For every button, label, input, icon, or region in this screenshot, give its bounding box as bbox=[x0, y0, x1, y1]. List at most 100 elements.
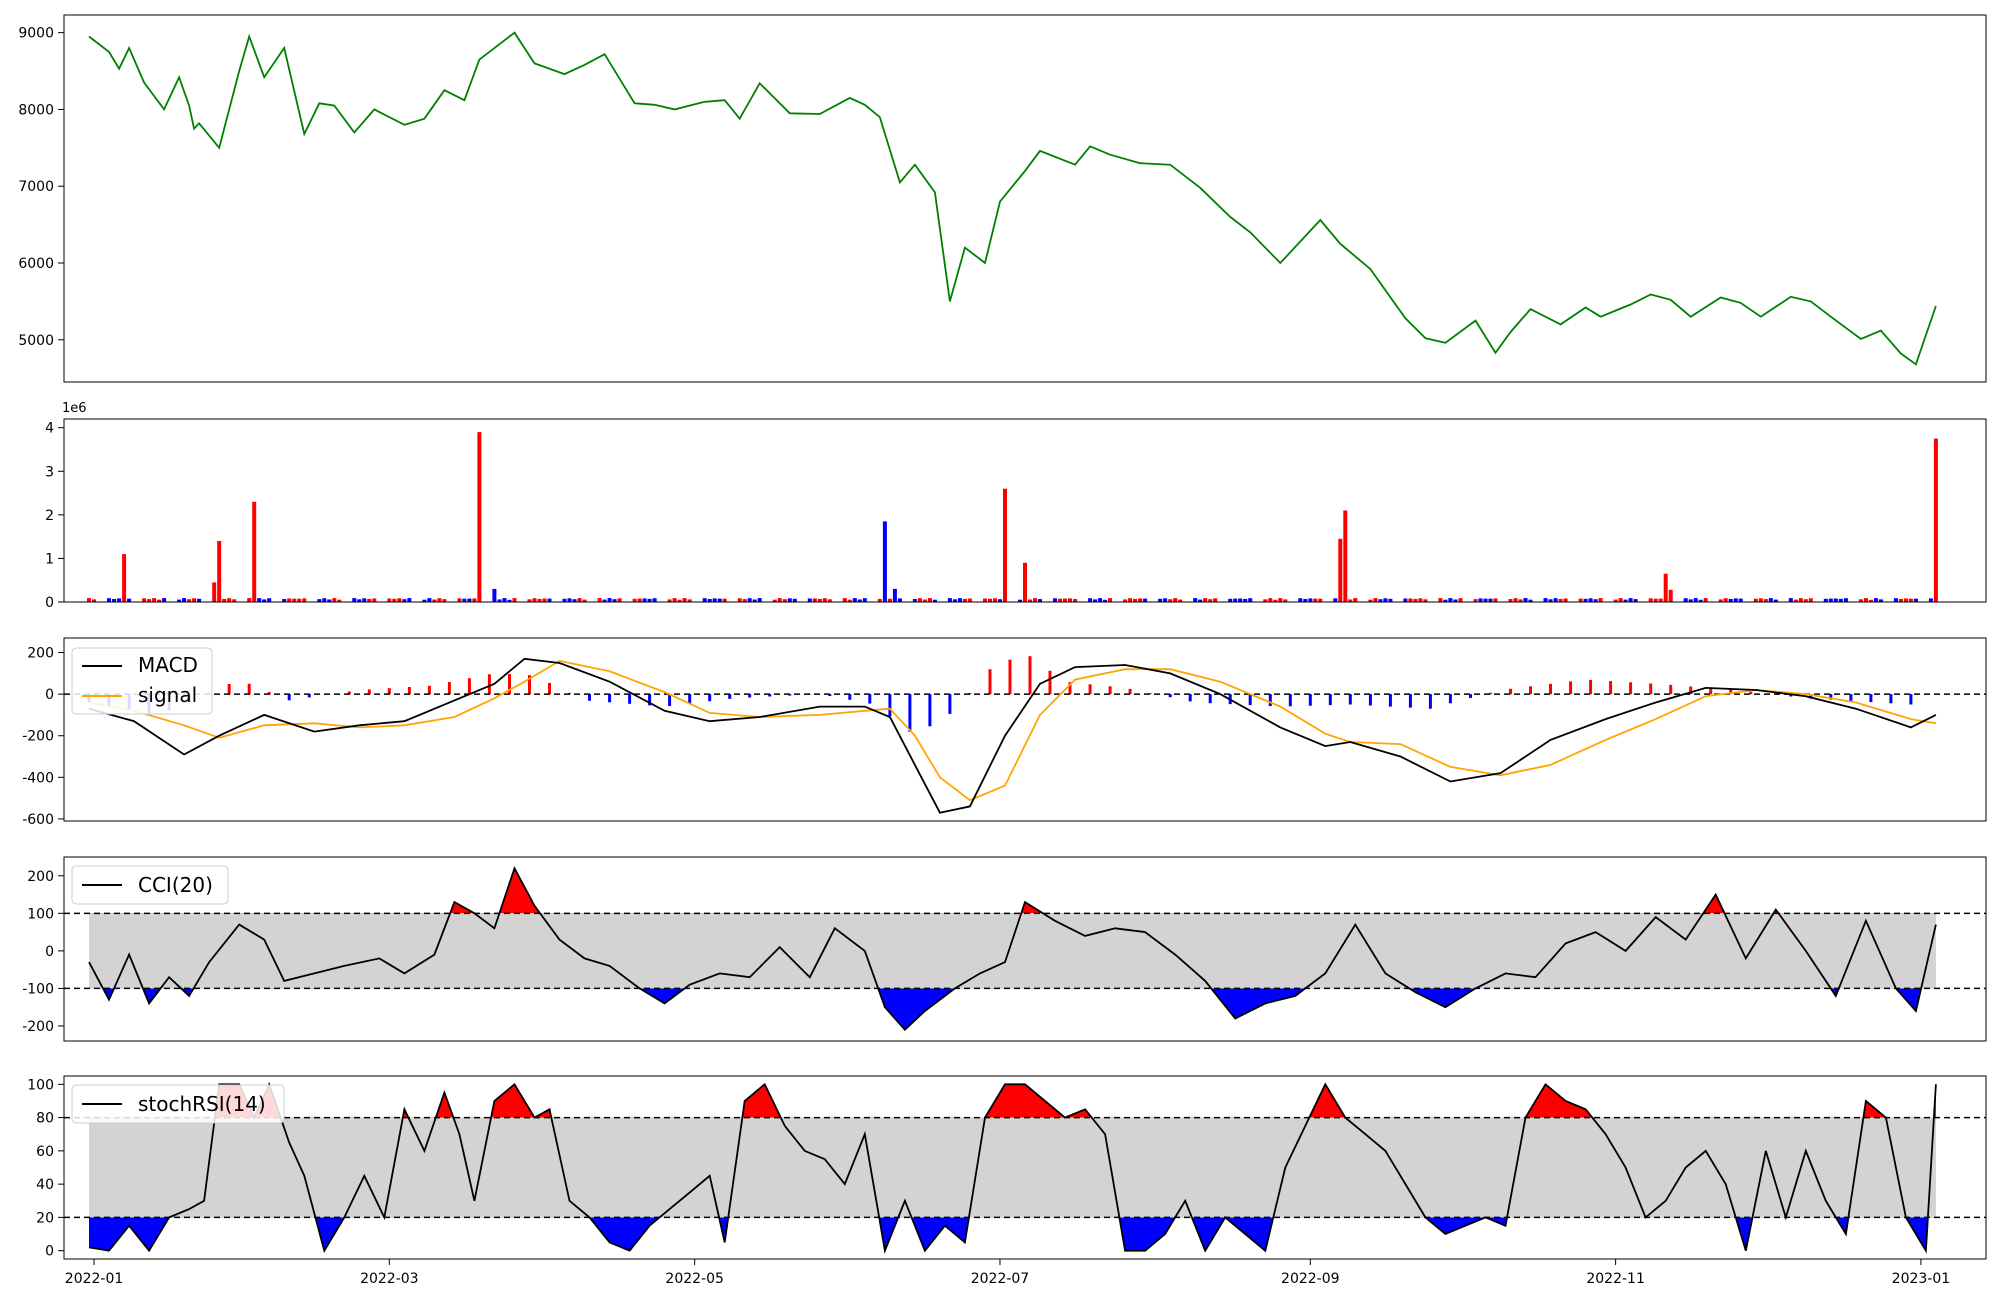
cci-neutral-band bbox=[89, 913, 1936, 988]
price-ytick-label: 6000 bbox=[18, 256, 54, 272]
macd-histogram-bar bbox=[1129, 689, 1132, 694]
volume-bar bbox=[968, 599, 972, 603]
volume-bar bbox=[267, 598, 271, 602]
volume-bar bbox=[1829, 599, 1833, 602]
volume-bar bbox=[1809, 598, 1813, 602]
macd-histogram-bar bbox=[1849, 694, 1852, 701]
macd-histogram-bar bbox=[688, 694, 691, 704]
volume-bar bbox=[1494, 598, 1498, 602]
cci-ytick-label: 0 bbox=[45, 944, 54, 960]
stochrsi-legend: stochRSI(14) bbox=[72, 1085, 284, 1123]
price-ytick-label: 9000 bbox=[18, 26, 54, 42]
volume-bar bbox=[608, 598, 612, 602]
volume-bar bbox=[1343, 511, 1347, 603]
volume-bar bbox=[1929, 598, 1933, 602]
volume-bar bbox=[758, 598, 762, 602]
macd-histogram-bar bbox=[989, 669, 992, 694]
stochrsi-neutral-band bbox=[89, 1118, 1936, 1218]
volume-bar bbox=[1033, 598, 1037, 602]
volume-bar bbox=[533, 598, 537, 602]
macd-histogram-bar bbox=[1629, 682, 1632, 694]
volume-ytick-label: 2 bbox=[45, 508, 54, 524]
macd-ytick-label: -200 bbox=[22, 729, 54, 745]
volume-bar bbox=[843, 598, 847, 602]
volume-bar bbox=[1769, 598, 1773, 602]
volume-bar bbox=[1373, 598, 1377, 602]
volume-bar bbox=[1098, 598, 1102, 602]
macd-histogram-bar bbox=[1349, 694, 1352, 704]
volume-bar bbox=[122, 554, 126, 602]
stochrsi-ytick-label: 60 bbox=[36, 1144, 54, 1160]
x-tick-label: 2022-05 bbox=[665, 1271, 724, 1287]
volume-bar bbox=[788, 598, 792, 602]
macd-histogram-bar bbox=[1589, 680, 1592, 694]
volume-bar bbox=[142, 598, 146, 602]
volume-bar bbox=[503, 598, 507, 602]
volume-bar bbox=[1459, 598, 1463, 602]
volume-bar bbox=[1589, 598, 1593, 602]
volume-bar bbox=[1333, 598, 1337, 602]
volume-bar bbox=[1894, 598, 1898, 602]
volume-bar bbox=[853, 598, 857, 602]
volume-bar bbox=[87, 598, 91, 602]
volume-bar bbox=[372, 599, 376, 603]
volume-bar bbox=[1448, 598, 1452, 602]
macd-histogram-bar bbox=[488, 674, 491, 694]
volume-bar bbox=[813, 599, 817, 603]
volume-bar bbox=[1599, 598, 1603, 602]
stochrsi-legend-label: stochRSI(14) bbox=[138, 1092, 266, 1116]
macd-histogram-bar bbox=[1409, 694, 1412, 708]
volume-bar bbox=[472, 598, 476, 602]
volume-bar bbox=[492, 589, 496, 602]
volume-bar bbox=[1268, 598, 1272, 602]
signal-legend-label: signal bbox=[138, 683, 197, 707]
macd-ytick-label: -600 bbox=[22, 812, 54, 828]
volume-bar bbox=[1564, 599, 1568, 603]
volume-bar bbox=[427, 598, 431, 602]
volume-bar bbox=[362, 598, 366, 602]
macd-histogram-bar bbox=[1249, 694, 1252, 705]
volume-ytick-label: 0 bbox=[45, 595, 54, 611]
volume-bar bbox=[928, 598, 932, 602]
volume-bar bbox=[1664, 574, 1668, 602]
macd-histogram-bar bbox=[1389, 694, 1392, 707]
volume-bar bbox=[1704, 598, 1708, 602]
macd-histogram-bar bbox=[1669, 685, 1672, 694]
volume-bar bbox=[808, 599, 812, 603]
volume-bar bbox=[1789, 598, 1793, 602]
macd-histogram-bar bbox=[1049, 671, 1052, 694]
volume-bar bbox=[1108, 598, 1112, 602]
macd-histogram-bar bbox=[1549, 684, 1552, 694]
volume-bar bbox=[407, 598, 411, 602]
volume-bar bbox=[1238, 599, 1242, 603]
volume-bar bbox=[1418, 598, 1422, 602]
volume-bar bbox=[823, 598, 827, 602]
macd-histogram-bar bbox=[588, 694, 591, 701]
volume-bar bbox=[1163, 598, 1167, 602]
macd-histogram-bar bbox=[928, 694, 931, 726]
stochrsi-ytick-label: 40 bbox=[36, 1177, 54, 1193]
volume-bar bbox=[1023, 563, 1027, 602]
volume-bar bbox=[983, 599, 987, 603]
volume-bar bbox=[397, 598, 401, 602]
x-tick-label: 2022-03 bbox=[360, 1271, 419, 1287]
macd-histogram-bar bbox=[1369, 694, 1372, 705]
price-ytick-label: 5000 bbox=[18, 333, 54, 349]
volume-bar bbox=[1799, 598, 1803, 602]
volume-ytick-label: 3 bbox=[45, 464, 54, 480]
volume-bar bbox=[1554, 598, 1558, 602]
volume-bar bbox=[1408, 599, 1412, 603]
x-tick-label: 2022-09 bbox=[1281, 1271, 1340, 1287]
volume-bar bbox=[227, 598, 231, 602]
macd-histogram-bar bbox=[1869, 694, 1872, 702]
volume-bar bbox=[437, 598, 441, 602]
macd-ytick-label: 200 bbox=[27, 646, 54, 662]
volume-bar bbox=[212, 582, 216, 602]
volume-bar bbox=[1619, 598, 1623, 602]
macd-histogram-bar bbox=[1329, 694, 1332, 705]
volume-bar bbox=[918, 598, 922, 602]
volume-bar bbox=[1524, 598, 1528, 602]
macd-histogram-bar bbox=[1269, 694, 1272, 706]
volume-bar bbox=[1233, 599, 1237, 602]
macd-histogram-bar bbox=[1089, 684, 1092, 694]
